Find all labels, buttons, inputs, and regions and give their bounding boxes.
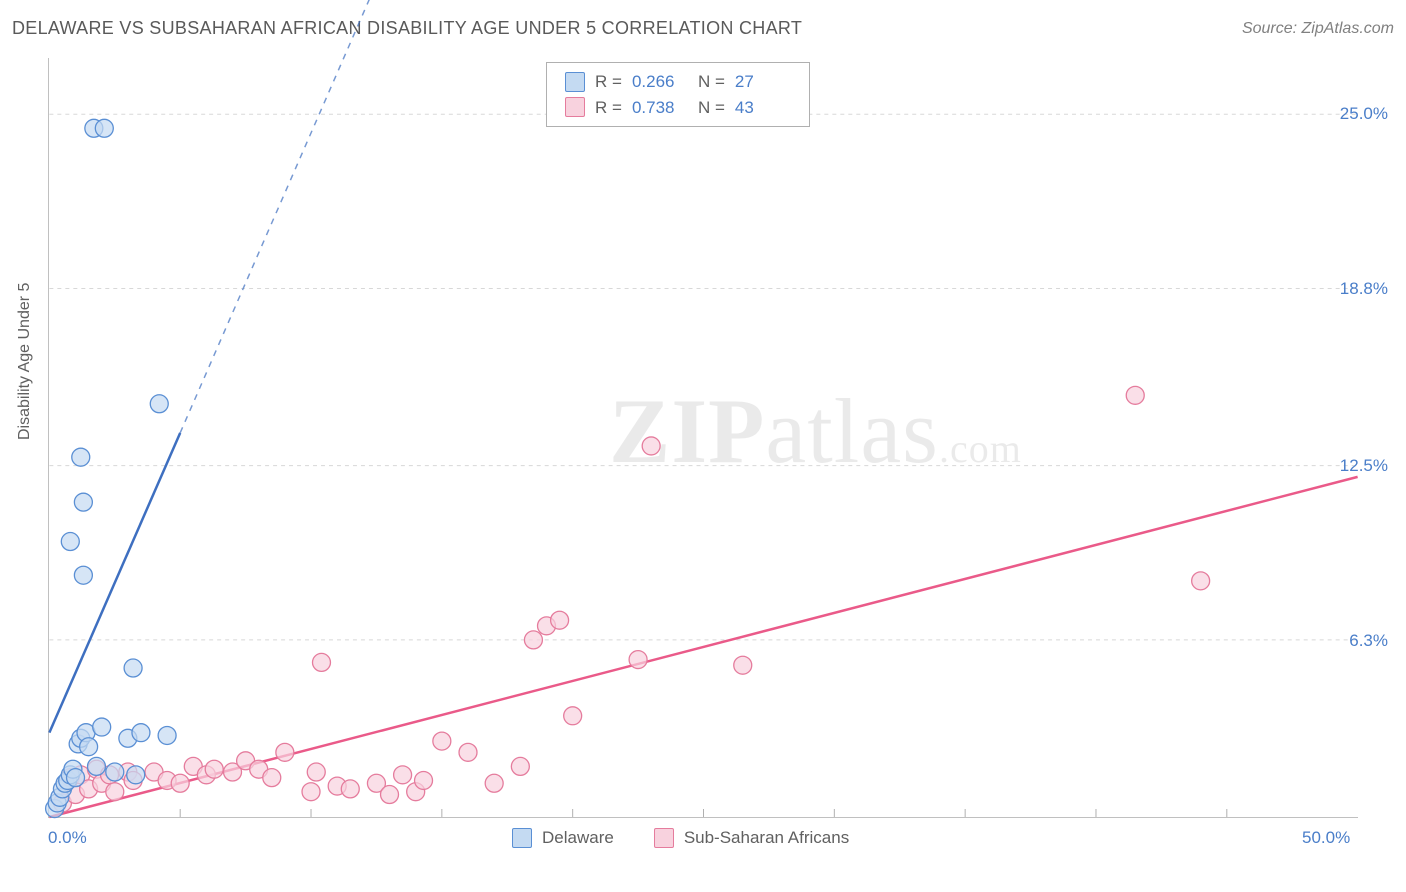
r-value-1: 0.266 — [632, 69, 688, 95]
chart-canvas — [49, 58, 1358, 817]
stats-box: R = 0.266 N = 27 R = 0.738 N = 43 — [546, 62, 810, 127]
r-value-2: 0.738 — [632, 95, 688, 121]
x-tick-label: 0.0% — [48, 828, 87, 848]
chart-title: DELAWARE VS SUBSAHARAN AFRICAN DISABILIT… — [12, 18, 802, 39]
swatch-blue-icon — [565, 72, 585, 92]
legend-item-series2: Sub-Saharan Africans — [654, 828, 849, 848]
legend-item-series1: Delaware — [512, 828, 614, 848]
r-label-2: R = — [595, 95, 622, 121]
stats-row-series1: R = 0.266 N = 27 — [565, 69, 791, 95]
y-tick-label: 6.3% — [1349, 631, 1388, 651]
swatch-blue-icon — [512, 828, 532, 848]
r-label-1: R = — [595, 69, 622, 95]
n-value-2: 43 — [735, 95, 791, 121]
n-value-1: 27 — [735, 69, 791, 95]
stats-row-series2: R = 0.738 N = 43 — [565, 95, 791, 121]
y-tick-label: 18.8% — [1340, 279, 1388, 299]
source-name: ZipAtlas.com — [1302, 20, 1394, 37]
n-label-2: N = — [698, 95, 725, 121]
legend-label-1: Delaware — [542, 828, 614, 848]
swatch-pink-icon — [654, 828, 674, 848]
chart-header: DELAWARE VS SUBSAHARAN AFRICAN DISABILIT… — [12, 18, 1394, 39]
y-tick-label: 12.5% — [1340, 456, 1388, 476]
y-axis-title: Disability Age Under 5 — [16, 283, 34, 440]
source-prefix: Source: — [1242, 20, 1297, 37]
plot-area: ZIPatlas.com — [48, 58, 1358, 818]
x-tick-label: 50.0% — [1302, 828, 1350, 848]
y-tick-label: 25.0% — [1340, 104, 1388, 124]
chart-source: Source: ZipAtlas.com — [1242, 20, 1394, 38]
n-label-1: N = — [698, 69, 725, 95]
series-legend: Delaware Sub-Saharan Africans — [512, 828, 849, 848]
legend-label-2: Sub-Saharan Africans — [684, 828, 849, 848]
swatch-pink-icon — [565, 97, 585, 117]
